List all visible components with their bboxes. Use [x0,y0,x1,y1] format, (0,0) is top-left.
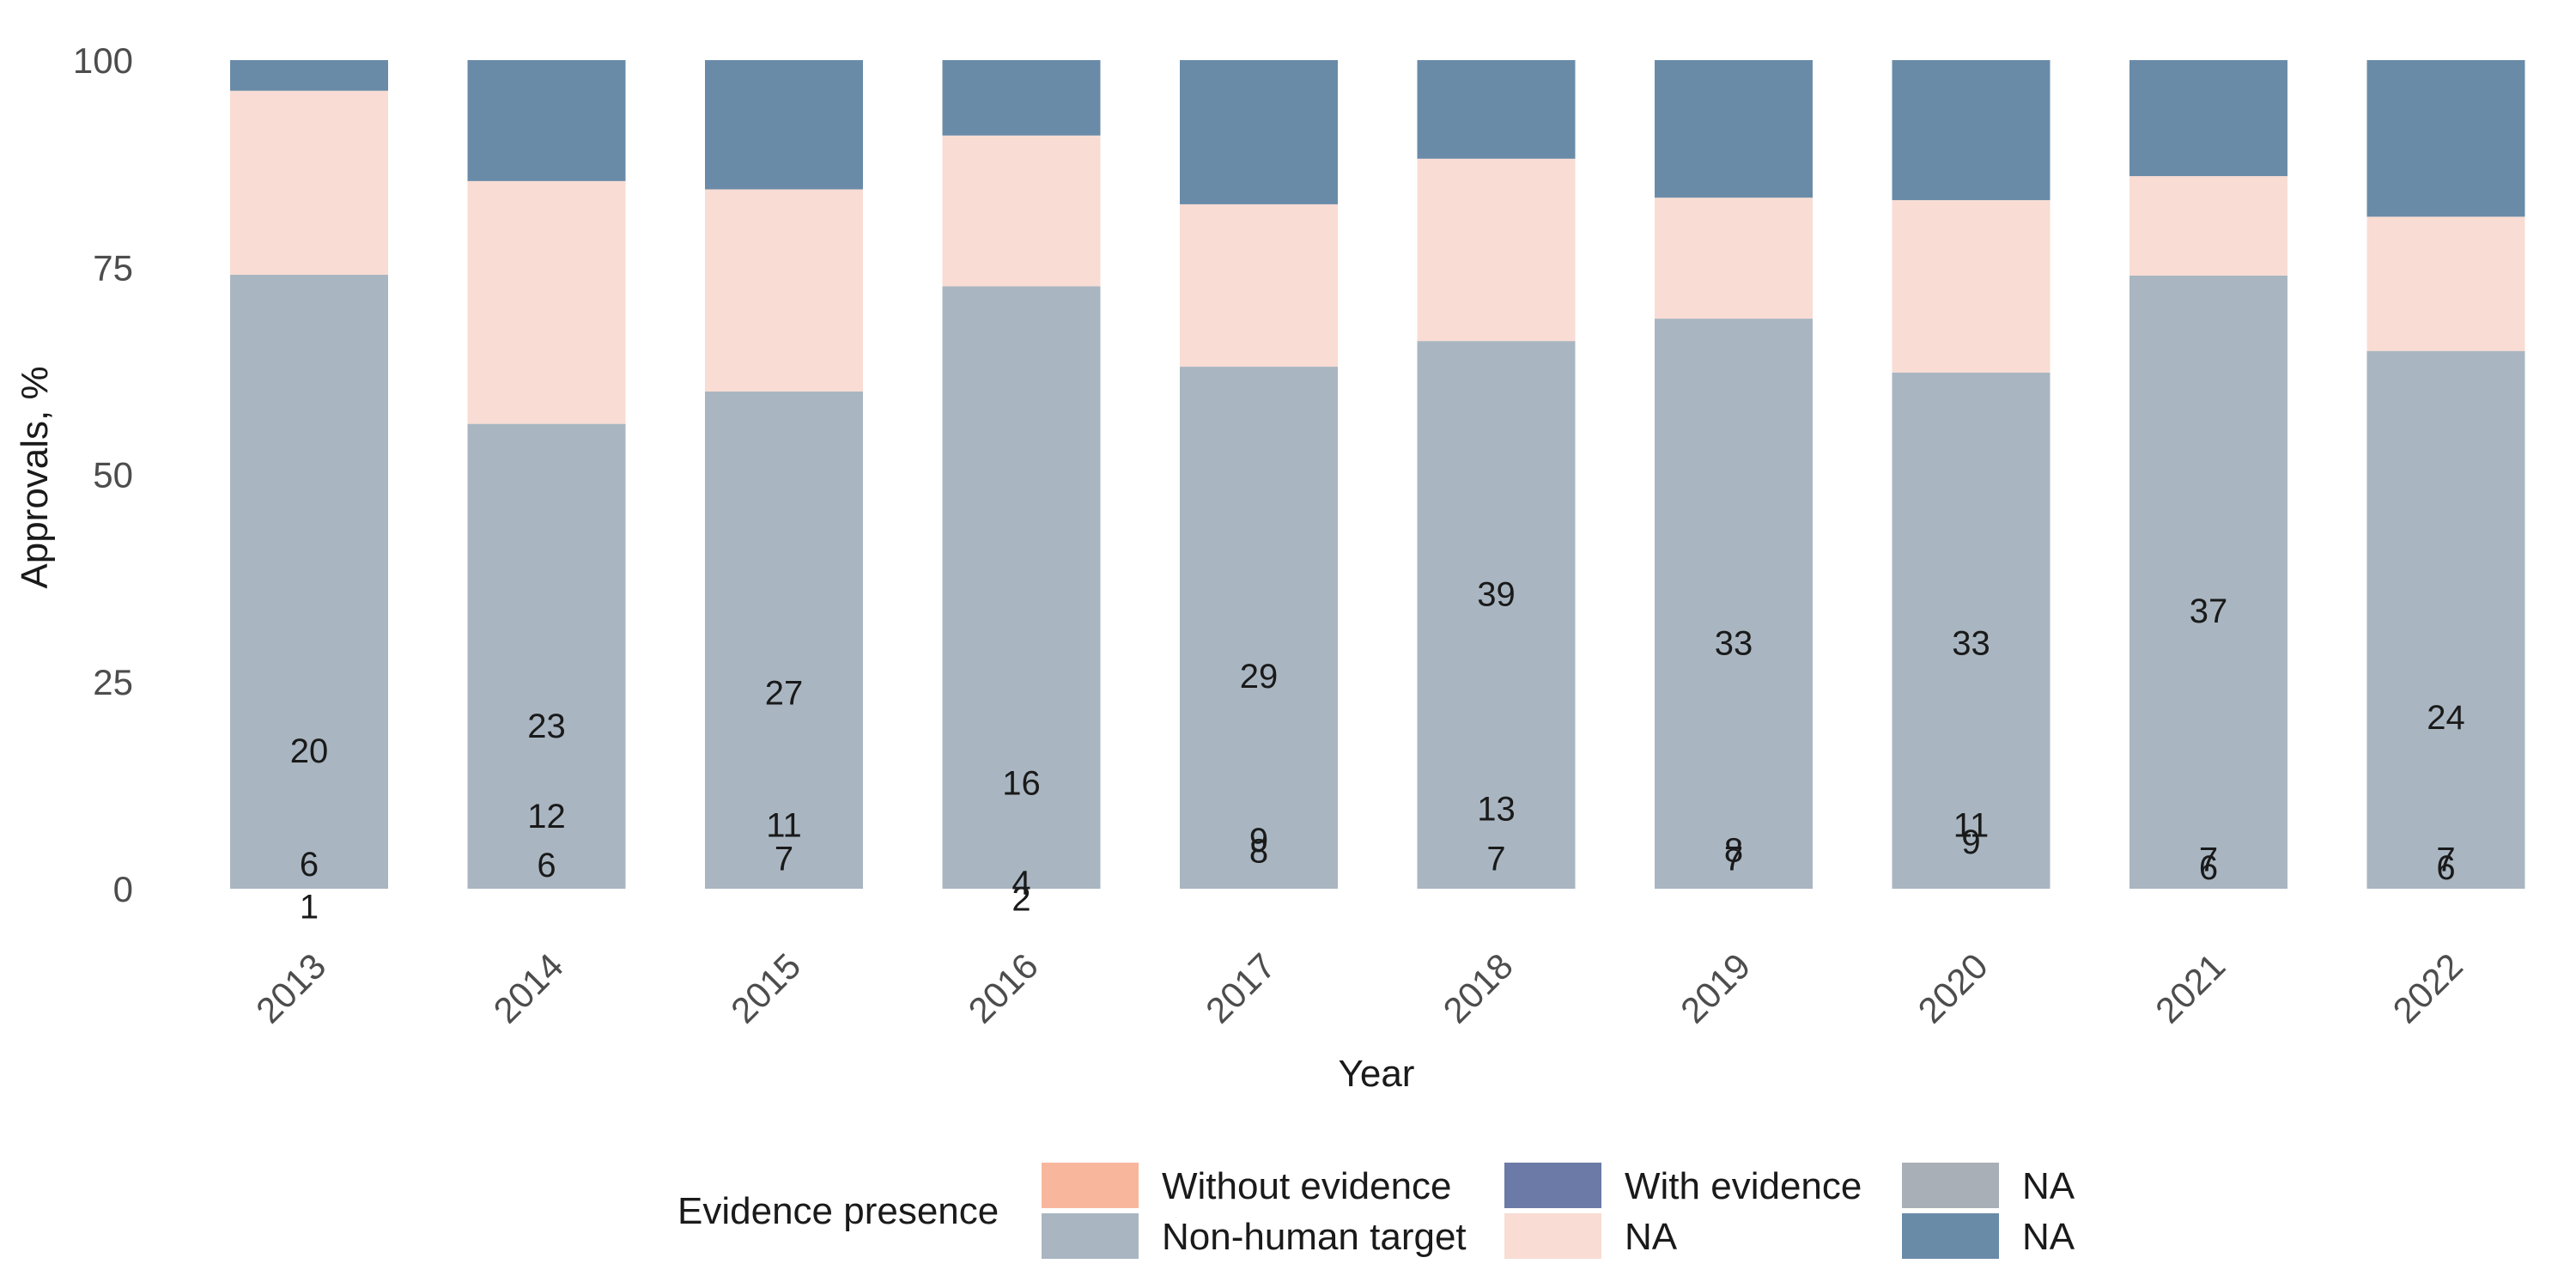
count-label: 39 [1477,575,1516,613]
bar-segment-2016-2 [942,135,1101,287]
bar-segment-2015-1 [705,392,863,889]
count-label: 2 [1012,881,1030,919]
bar-segment-2021-3 [2129,60,2287,177]
bars [230,60,2525,890]
bar-segment-2013-3 [230,60,388,91]
bar-segment-2022-1 [2366,350,2525,890]
y-tick-label: 25 [93,662,133,702]
bar-segment-2020-3 [1892,60,2050,201]
count-label: 7 [1724,840,1743,878]
bar-segment-2020-1 [1892,372,2050,889]
legend-items: Without evidence Non-human target With evi… [1042,1163,2075,1259]
x-tick-label: 2017 [1198,945,1283,1030]
bar-segment-2018-2 [1417,158,1576,342]
bar-segment-2016-1 [942,286,1101,889]
bar-segment-2022-3 [2366,60,2525,217]
count-label: 24 [2427,699,2465,737]
x-tick-label: 2022 [2385,945,2470,1030]
y-axis-ticks: 0 25 50 75 100 [73,40,133,909]
bar-segment-2019-1 [1655,319,1813,890]
x-tick-label: 2019 [1673,945,1758,1030]
count-label: 27 [765,674,804,712]
bar-segment-2014-2 [467,180,626,424]
legend-label: NA [2022,1165,2075,1207]
x-tick-label: 2020 [1911,945,1996,1030]
bar-segment-2018-3 [1417,60,1576,159]
count-label: 6 [2436,849,2455,887]
count-label: 4 [1012,864,1030,902]
legend-swatch [1042,1163,1139,1208]
count-label: 8 [1249,833,1268,871]
count-label: 23 [527,708,566,745]
count-label: 6 [537,847,556,884]
x-tick-label: 2015 [723,945,808,1030]
bar-segment-2015-3 [705,60,863,190]
count-label: 33 [1952,624,1990,662]
legend-label: Without evidence [1162,1165,1452,1207]
legend-swatch [1902,1163,1999,1208]
legend: Evidence presence Without evidence Non-hu… [677,1163,2075,1259]
bar-segment-2019-3 [1655,60,1813,198]
legend-label: NA [1625,1216,1678,1258]
bar-segment-2017-1 [1180,367,1338,889]
x-tick-label: 2016 [961,945,1046,1030]
count-label: 37 [2190,592,2228,630]
x-tick-label: 2013 [248,945,333,1030]
y-tick-label: 100 [73,40,133,81]
count-label: 9 [1961,823,1980,861]
count-label: 9 [1249,822,1268,860]
count-label: 12 [527,798,566,835]
y-axis-title: Approvals, % [14,366,56,588]
x-axis-title: Year [1339,1053,1415,1095]
x-tick-label: 2014 [486,945,571,1030]
legend-label: Non-human target [1162,1216,1467,1258]
count-label: 11 [766,807,802,845]
y-tick-label: 0 [113,869,133,909]
bar-segment-2013-2 [230,90,388,275]
count-label: 29 [1240,658,1279,696]
legend-swatch [1902,1213,1999,1259]
count-label: 33 [1715,624,1753,662]
count-label: 7 [2199,841,2218,878]
bar-segment-2018-1 [1417,341,1576,889]
bar-segment-2021-1 [2129,275,2287,889]
count-label: 7 [1486,840,1505,878]
bar-segment-2020-2 [1892,200,2050,373]
bar-count-labels: 2061231262711716422998391373387331193776… [290,575,2465,926]
bar-segment-2015-2 [705,189,863,392]
count-label: 20 [290,732,329,770]
legend-swatch [1042,1213,1139,1259]
bar-segment-2014-1 [467,423,626,889]
count-label: 1 [300,888,319,926]
bar-segment-2014-3 [467,60,626,181]
count-label: 7 [2436,841,2455,878]
count-label: 11 [1953,807,1990,845]
bar-segment-2017-3 [1180,60,1338,204]
count-label: 8 [1724,832,1743,870]
legend-swatch [1504,1213,1601,1259]
bar-segment-2017-2 [1180,204,1338,368]
y-tick-label: 75 [93,247,133,288]
x-tick-label: 2018 [1436,945,1521,1030]
count-label: 6 [300,846,319,884]
legend-label: With evidence [1625,1165,1862,1207]
legend-title: Evidence presence [677,1190,999,1232]
x-axis-ticks: 2013 2014 2015 2016 2017 2018 2019 2020 2021 2022 [248,945,2470,1030]
x-tick-label: 2021 [2148,945,2233,1030]
legend-label: NA [2022,1216,2075,1258]
bar-segment-2022-2 [2366,216,2525,351]
bar-segment-2013-1 [230,274,388,889]
count-label: 16 [1002,764,1041,802]
legend-swatch [1504,1163,1601,1208]
count-label: 13 [1477,790,1516,828]
bar-segment-2021-2 [2129,176,2287,276]
bar-segment-2016-3 [942,60,1101,136]
count-label: 7 [775,840,793,878]
count-label: 6 [2199,849,2218,887]
bar-segment-2019-2 [1655,197,1813,319]
y-tick-label: 50 [93,455,133,495]
